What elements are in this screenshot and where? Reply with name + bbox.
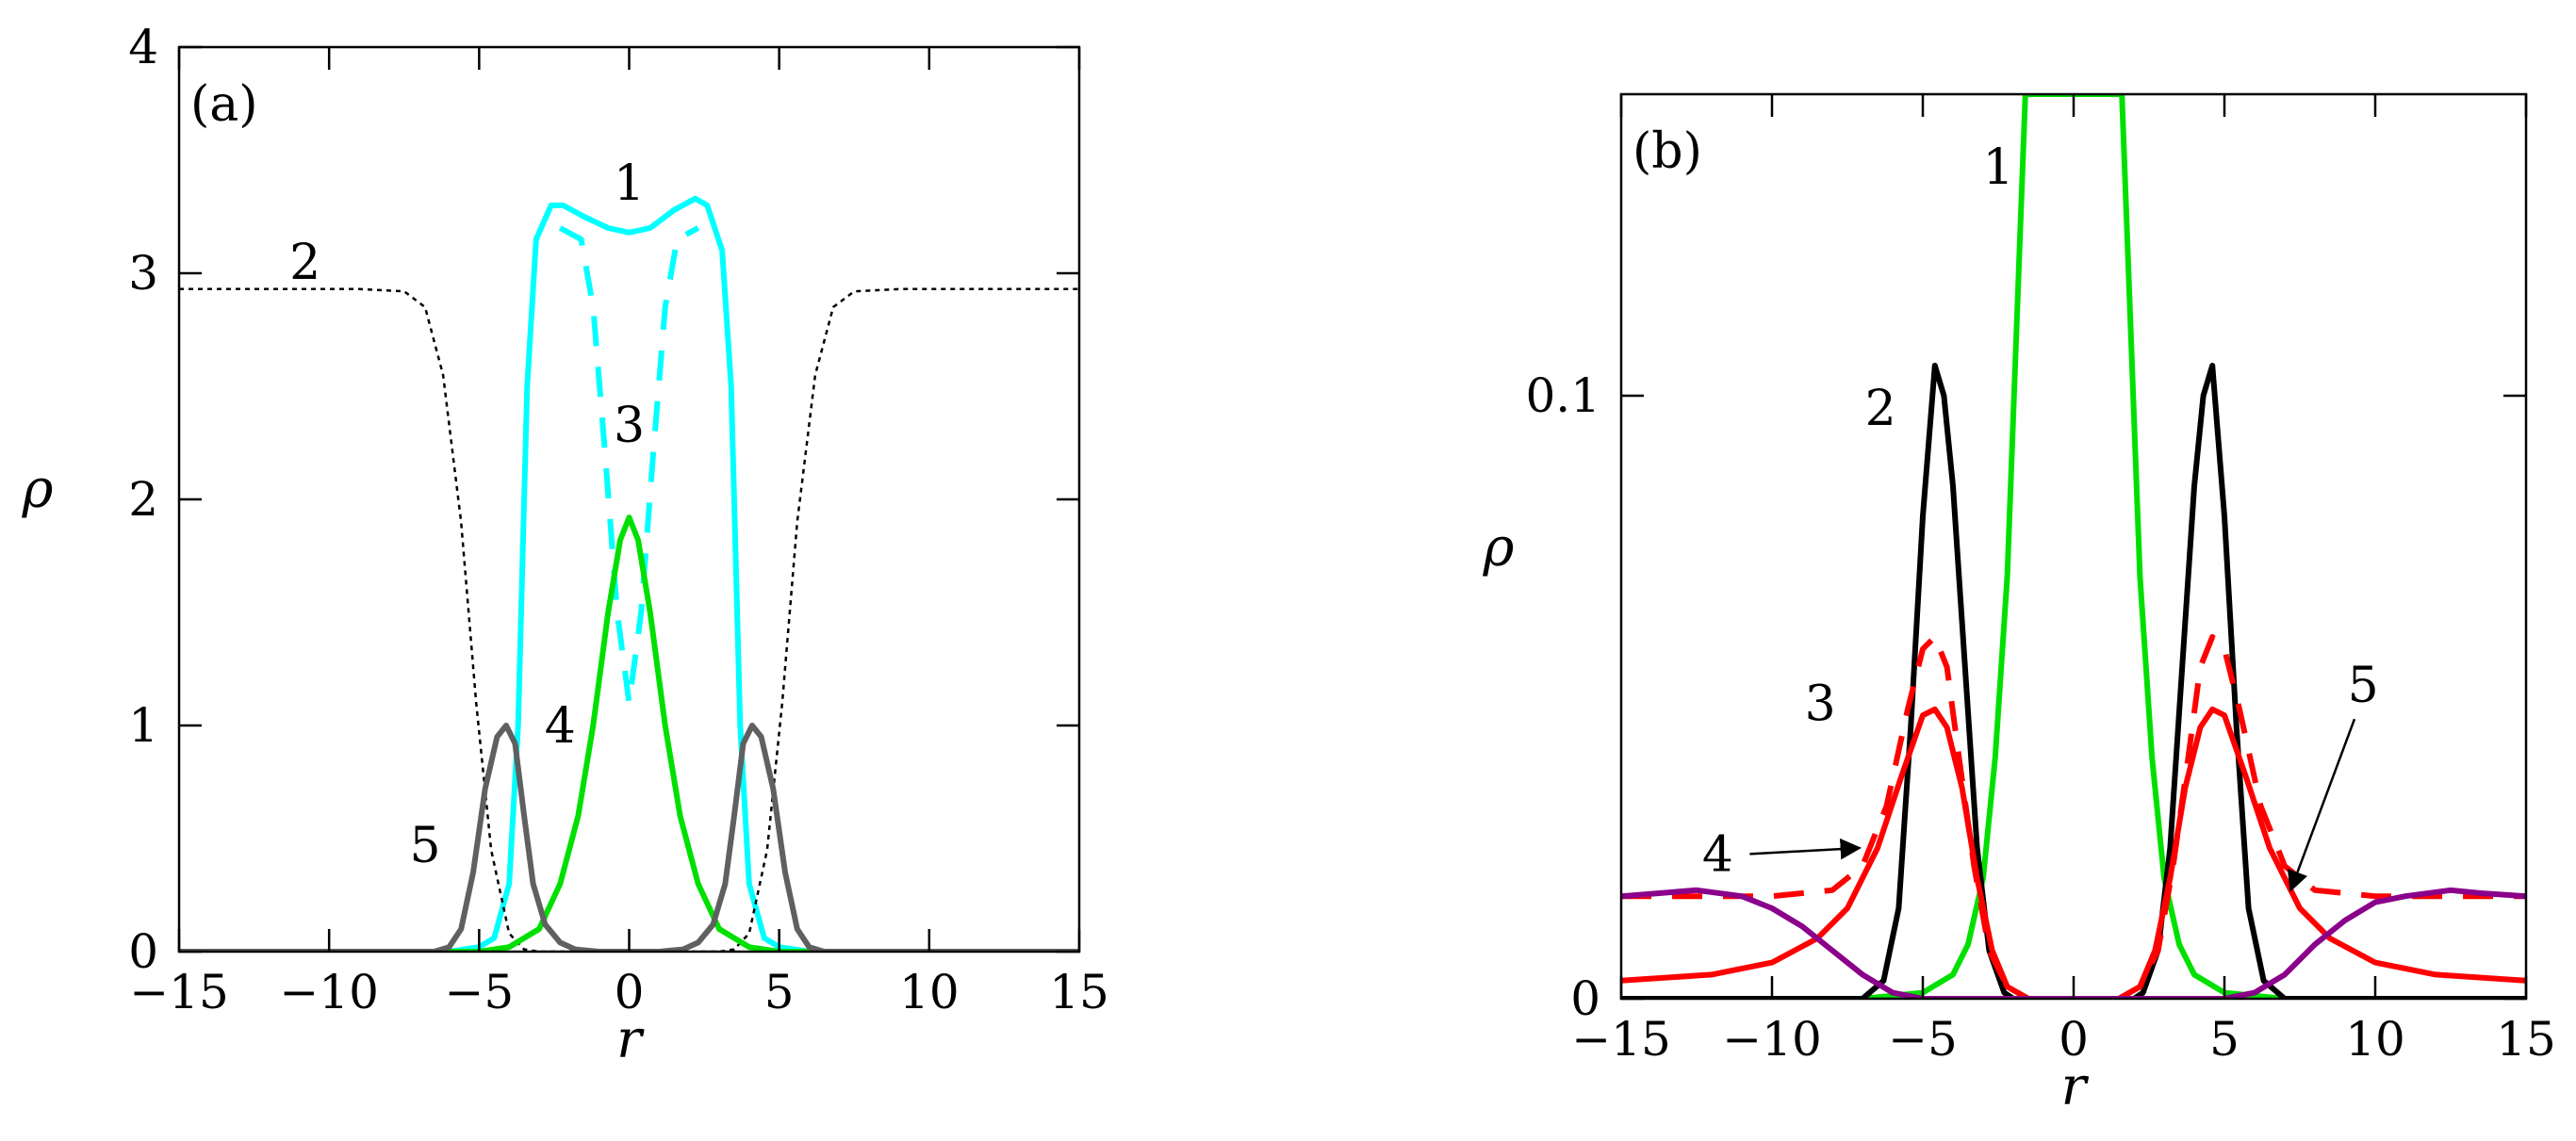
y-axis-label: ρ (22, 459, 54, 520)
x-tick-label: −10 (279, 965, 379, 1019)
curve-label-3: 3 (614, 398, 645, 454)
panel-a: −15 −10 −5 0 5 10 15 0 1 2 3 4 r ρ (a) 1 2 3 4 5 (22, 20, 1109, 1070)
series-line-a-3 (179, 514, 1079, 952)
curve-label-4: 4 (545, 698, 576, 755)
y-tick-label: 0 (128, 924, 158, 979)
curve-label-4: 4 (1702, 826, 1733, 883)
x-tick-label: 10 (2345, 1012, 2405, 1067)
y-tick-label: 1 (128, 698, 158, 753)
y-tick-label: 3 (128, 246, 158, 301)
curve-label-2: 2 (1865, 381, 1896, 437)
x-tick-label: 0 (2059, 1012, 2089, 1067)
x-tick-label: 5 (2209, 1012, 2240, 1067)
x-axis-label: r (2061, 1056, 2090, 1117)
panel-label: (a) (190, 76, 258, 133)
x-tick-label: −15 (1571, 1012, 1671, 1067)
annotation-arrow (2287, 718, 2356, 892)
series-line-b-1 (1621, 363, 2526, 999)
x-tick-label: 0 (615, 965, 645, 1019)
x-axis-label: r (616, 1009, 645, 1070)
curve-label-1: 1 (614, 155, 645, 212)
curve-label-5: 5 (409, 818, 440, 874)
x-tick-label: 15 (2496, 1012, 2556, 1067)
x-tick-label: −15 (129, 965, 229, 1019)
series-line-b-0 (1621, 94, 2526, 999)
y-axis-label: ρ (1483, 517, 1515, 579)
y-tick-label: 0 (1570, 971, 1600, 1026)
curve-label-3: 3 (1805, 676, 1836, 732)
y-tick-label: 0.1 (1525, 368, 1600, 423)
series-group (1621, 94, 2526, 999)
series-line-a-4 (179, 723, 1079, 952)
x-tick-label: −10 (1722, 1012, 1822, 1067)
series-line-a-2 (558, 225, 700, 706)
y-tick-label: 2 (128, 472, 158, 527)
panel-b: −15 −10 −5 0 5 10 15 0 0.1 r ρ (b) 1 2 3 4 5 (1483, 92, 2556, 1117)
series-line-b-4 (1621, 887, 2526, 999)
curve-label-1: 1 (1982, 139, 2013, 196)
x-tick-label: −5 (1888, 1012, 1958, 1067)
x-tick-label: −5 (444, 965, 514, 1019)
annotation-arrow (1749, 838, 1862, 860)
x-tick-label: 5 (764, 965, 795, 1019)
x-tick-label: 10 (899, 965, 960, 1019)
series-line-b-2 (1621, 706, 2526, 999)
series-group (179, 195, 1079, 952)
series-line-b-3 (1621, 634, 2526, 999)
panel-label: (b) (1633, 123, 1702, 180)
curve-label-2: 2 (289, 235, 320, 291)
series-line-a-0 (179, 195, 1079, 952)
plot-frame (1619, 92, 2528, 1001)
x-tick-label: 15 (1049, 965, 1109, 1019)
y-tick-label: 4 (128, 20, 158, 74)
curve-label-5: 5 (2348, 658, 2379, 714)
series-line-a-1 (179, 287, 1079, 952)
